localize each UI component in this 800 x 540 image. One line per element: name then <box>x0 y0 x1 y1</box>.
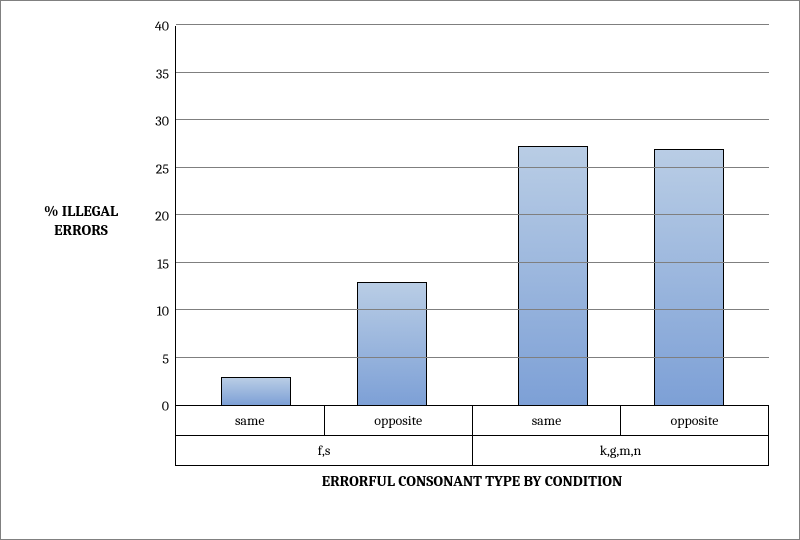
y-tick-label: 0 <box>162 398 169 415</box>
bar <box>357 282 427 406</box>
bar-group <box>176 26 473 405</box>
x-group: sameoppositef,s <box>175 406 472 465</box>
bar-group <box>473 26 770 405</box>
gridline <box>176 167 769 168</box>
chart-column: 0510152025303540 sameoppositef,ssameoppo… <box>141 26 769 490</box>
y-ticks: 0510152025303540 <box>141 26 175 406</box>
y-tick-label: 40 <box>155 18 169 35</box>
chart-frame: % ILLEGAL ERRORS 0510152025303540 sameop… <box>0 0 800 540</box>
y-axis-label-line1: % ILLEGAL <box>44 202 118 220</box>
x-axis-label: ERRORFUL CONSONANT TYPE BY CONDITION <box>175 472 769 490</box>
condition-label: opposite <box>325 406 473 435</box>
gridline <box>176 72 769 73</box>
group-label: f,s <box>175 435 472 465</box>
plot-row: 0510152025303540 <box>141 26 769 406</box>
y-axis-label-line2: ERRORS <box>54 221 108 239</box>
y-tick-label: 25 <box>156 160 169 177</box>
group-label: k,g,m,n <box>472 435 769 465</box>
y-tick-label: 35 <box>156 65 169 82</box>
condition-label: same <box>176 406 325 435</box>
x-axis: sameoppositef,ssameoppositek,g,m,n <box>175 406 769 465</box>
y-tick-label: 20 <box>155 208 169 225</box>
gridline <box>176 214 769 215</box>
y-tick-label: 5 <box>162 350 169 367</box>
condition-label: same <box>473 406 621 435</box>
bars-container <box>176 26 769 405</box>
y-axis-label: % ILLEGAL ERRORS <box>44 202 118 240</box>
condition-row: sameopposite <box>472 406 769 435</box>
y-tick-label: 10 <box>157 303 169 320</box>
x-group: sameoppositek,g,m,n <box>472 406 769 465</box>
x-axis-outer: sameoppositef,ssameoppositek,g,m,n <box>175 406 769 466</box>
bar <box>654 149 724 406</box>
y-tick-label: 15 <box>157 255 169 272</box>
condition-label: opposite <box>621 406 768 435</box>
bar <box>221 377 291 406</box>
plot-area <box>175 26 769 406</box>
gridline <box>176 309 769 310</box>
bar <box>518 146 588 405</box>
gridline <box>176 357 769 358</box>
gridline <box>176 24 769 25</box>
gridline <box>176 119 769 120</box>
condition-row: sameopposite <box>175 406 472 435</box>
y-tick-label: 30 <box>155 113 169 130</box>
y-axis-label-wrap: % ILLEGAL ERRORS <box>21 26 141 406</box>
gridline <box>176 262 769 263</box>
